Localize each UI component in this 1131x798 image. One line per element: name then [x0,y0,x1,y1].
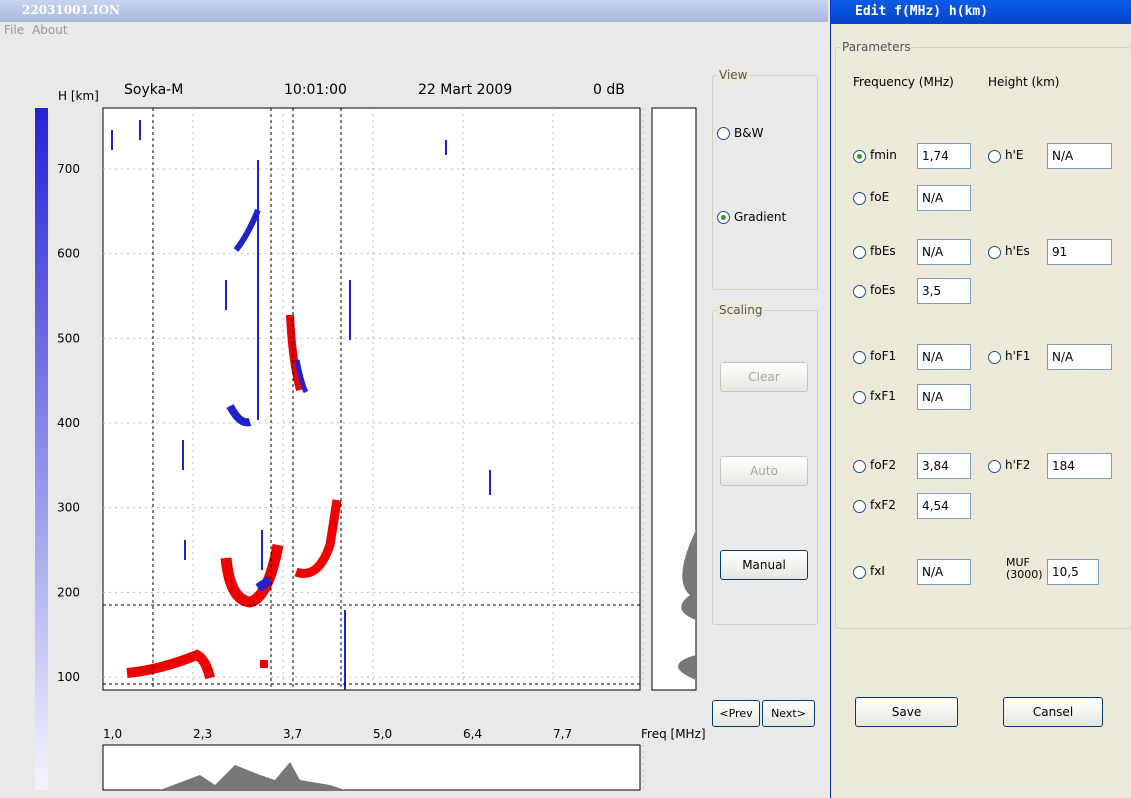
button[interactable]: <Prev [712,700,760,727]
ionogram: H [km] Soyka-M 10:01:00 22 Mart 2009 0 d… [0,40,705,798]
button[interactable]: Auto [720,456,808,486]
param-value[interactable]: 1,74 [917,143,971,169]
param-label: foE [870,190,889,204]
y-tick-label: 600 [57,247,80,261]
x-tick-label: 5,0 [373,727,392,741]
group-title: Scaling [717,303,764,317]
radio[interactable] [717,127,730,140]
param-label: foEs [870,283,895,297]
station: Soyka-M [124,82,183,98]
radio-dot [721,215,726,220]
x-axis-label: Freq [MHz] [641,727,705,741]
radio[interactable] [988,351,1001,364]
radio[interactable] [853,150,866,163]
column-header: Height (km) [988,75,1059,89]
radio[interactable] [988,246,1001,259]
time: 10:01:00 [284,82,347,98]
param-label: fxF1 [870,389,896,403]
param-label: h'E [1005,148,1045,162]
gain: 0 dB [593,82,625,98]
button[interactable]: Save [855,697,958,727]
parameters-group: Parameters [835,47,1131,629]
radio[interactable] [853,246,866,259]
radio-dot [857,154,862,159]
window-title: 22031001.ION [22,3,120,17]
param-label: fbEs [870,244,896,258]
radio[interactable] [988,150,1001,163]
group-title: View [717,68,749,82]
param-label: h'Es [1005,244,1045,258]
radio[interactable] [853,285,866,298]
param-value[interactable]: 3,5 [917,278,971,304]
radio[interactable] [717,211,730,224]
button[interactable]: Cansel [1003,697,1103,727]
param-label: foF1 [870,349,896,363]
button[interactable]: Manual [720,550,808,580]
param-label: fmin [870,148,897,162]
param-value[interactable]: N/A [917,344,971,370]
button[interactable]: Clear [720,362,808,392]
view-group: View [712,75,818,290]
x-tick-label: 1,0 [103,727,122,741]
param-value[interactable]: 4,54 [917,493,971,519]
param-value[interactable]: 91 [1047,239,1112,265]
window-title: Edit f(MHz) h(km) [855,4,988,19]
param-value[interactable]: N/A [1047,344,1112,370]
y-tick-label: 100 [57,670,80,684]
x-tick-label: 3,7 [283,727,302,741]
param-value[interactable]: N/A [917,559,971,585]
param-value[interactable]: N/A [1047,143,1112,169]
menu-item[interactable]: About [32,23,67,41]
radio-label: Gradient [734,210,786,224]
x-tick-label: 2,3 [193,727,212,741]
column-header: Frequency (MHz) [853,75,954,89]
param-value[interactable]: N/A [917,185,971,211]
param-label: fxI [870,564,885,578]
y-tick-label: 200 [57,585,80,599]
param-label: MUF (3000) [1006,557,1042,581]
param-value[interactable]: N/A [917,384,971,410]
param-label: fxF2 [870,498,896,512]
group-title: Parameters [840,40,913,54]
button[interactable]: Next> [762,700,815,727]
radio[interactable] [853,566,866,579]
color-bar [35,108,48,790]
y-tick-label: 300 [57,501,80,515]
param-value[interactable]: 3,84 [917,453,971,479]
y-tick-label: 400 [57,416,80,430]
y-tick-label: 500 [57,331,80,345]
date: 22 Mart 2009 [418,82,512,98]
menu-bar: File About [4,23,68,41]
title-bar: Edit f(MHz) h(km) [831,0,1131,24]
radio[interactable] [853,391,866,404]
param-label: foF2 [870,458,896,472]
radio[interactable] [853,192,866,205]
y-tick-label: 700 [57,162,80,176]
param-value[interactable]: 184 [1047,453,1112,479]
x-tick-label: 6,4 [463,727,482,741]
radio[interactable] [853,460,866,473]
radio[interactable] [853,351,866,364]
radio-label: B&W [734,126,763,140]
title-bar: 22031001.ION [0,0,828,22]
param-value[interactable]: 10,5 [1047,559,1099,585]
radio[interactable] [853,500,866,513]
screen: 22031001.ION File About H [km] Soyka-M 10… [0,0,1131,798]
menu-item[interactable]: File [4,23,24,41]
param-value[interactable]: N/A [917,239,971,265]
y-axis-label: H [km] [58,89,99,103]
x-tick-label: 7,7 [553,727,572,741]
plot-area [103,108,640,690]
param-label: h'F1 [1005,349,1045,363]
radio[interactable] [988,460,1001,473]
param-label: h'F2 [1005,458,1045,472]
